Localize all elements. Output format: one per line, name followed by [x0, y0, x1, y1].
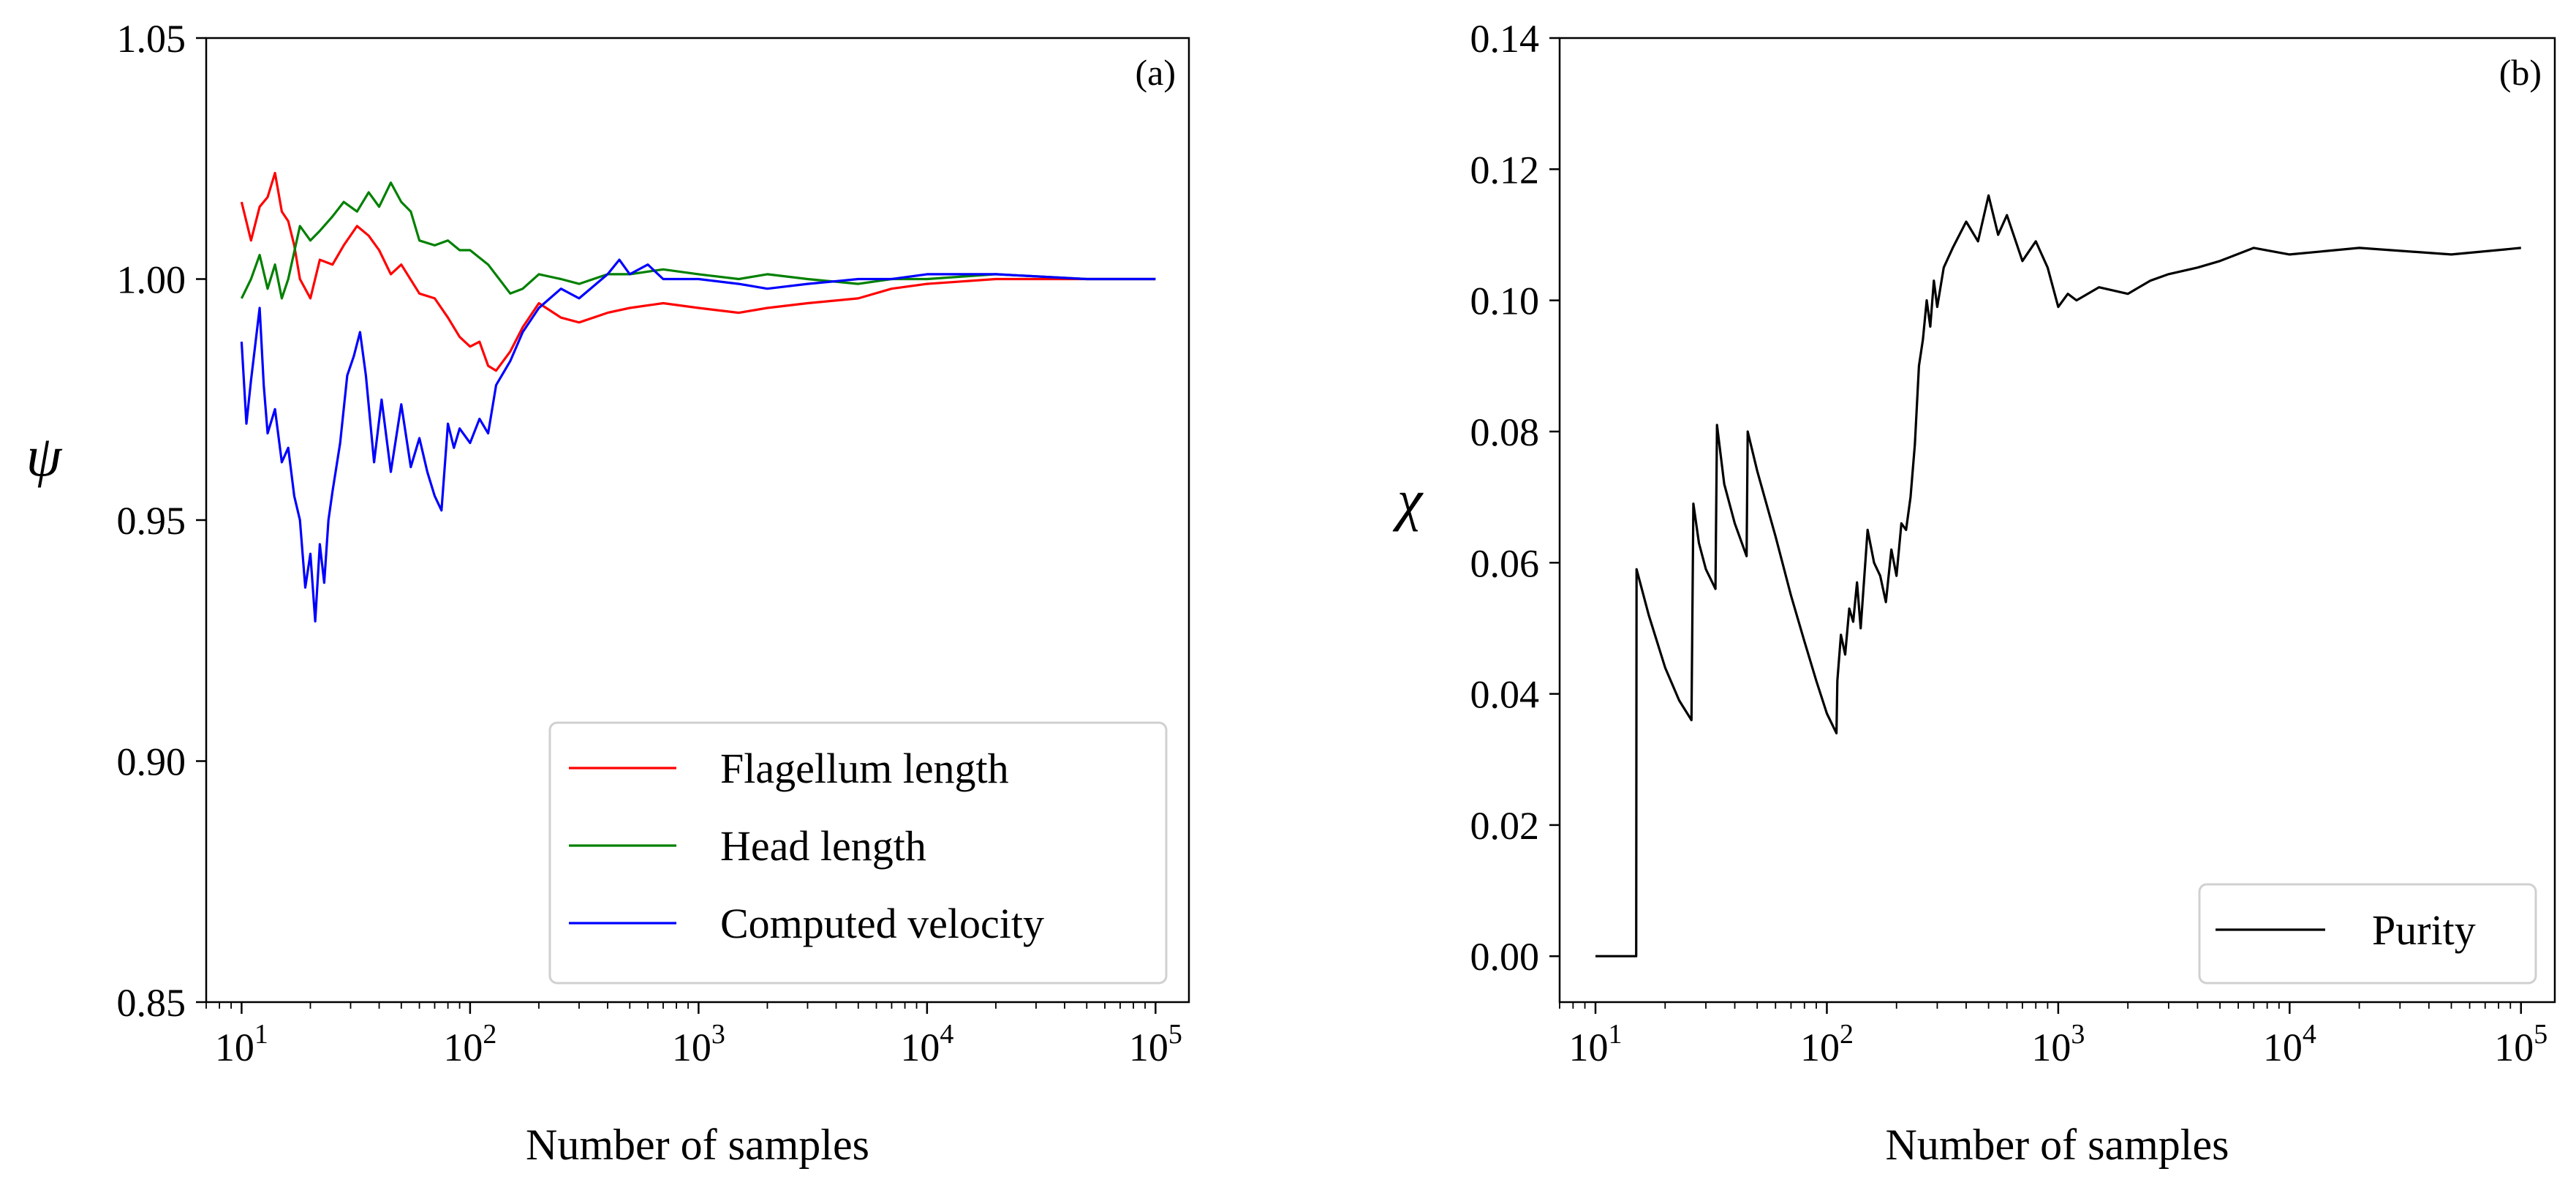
y-tick-label: 0.00: [1470, 935, 1540, 979]
y-tick-label: 0.02: [1470, 804, 1540, 848]
y-tick-label: 1.05: [117, 17, 186, 61]
x-tick-label: 102: [1800, 1019, 1854, 1069]
legend-box: [2198, 883, 2537, 985]
x-tick-label: 104: [2263, 1019, 2316, 1069]
panel-a: 0.85 0.90 0.95 1.00 1.05 101 102 103 104 105 Numbe…: [26, 17, 1190, 1169]
series-line-purity: [1595, 194, 2521, 957]
x-tick-label: 104: [900, 1019, 953, 1069]
series-line-flagellum-length: [240, 171, 1156, 372]
x-tick-label: 103: [2031, 1019, 2085, 1069]
x-axis-label: Number of samples: [1886, 1121, 2229, 1169]
y-tick-label: 0.85: [117, 981, 186, 1025]
x-axis-label: Number of samples: [526, 1121, 869, 1169]
x-tick-label: 101: [215, 1019, 268, 1069]
panel-label: (b): [2499, 52, 2542, 93]
legend-box: [548, 721, 1168, 985]
y-tick-label: 1.00: [117, 258, 186, 302]
y-tick-label: 0.90: [117, 740, 186, 784]
legend-label: Head length: [720, 822, 926, 870]
y-tick-label: 0.14: [1470, 17, 1540, 61]
x-tick-label: 103: [672, 1019, 725, 1069]
y-tick-label: 0.10: [1470, 279, 1540, 323]
y-axis-label: ψ: [26, 424, 63, 488]
y-tick-label: 0.06: [1470, 541, 1540, 585]
y-tick-label: 0.95: [117, 499, 186, 543]
y-axis-label: χ: [1392, 468, 1424, 532]
legend-label: Flagellum length: [720, 745, 1009, 792]
y-tick-label: 0.08: [1470, 410, 1540, 454]
panel-label: (a): [1136, 52, 1176, 93]
legend-label: Purity: [2372, 906, 2476, 954]
series-line-head-length: [240, 181, 1156, 300]
y-tick-label: 0.12: [1470, 148, 1540, 192]
panel-b: 0.00 0.02 0.04 0.06 0.08 0.10 0.12 0.14 101 102 10…: [1392, 17, 2556, 1169]
legend-label: Computed velocity: [720, 900, 1044, 947]
y-tick-label: 0.04: [1470, 673, 1540, 717]
x-tick-label: 101: [1569, 1019, 1623, 1069]
x-tick-label: 102: [443, 1019, 496, 1069]
series-line-computed-velocity: [240, 258, 1156, 623]
x-tick-label: 105: [1129, 1019, 1182, 1069]
plot-frame: [1558, 37, 2556, 1004]
x-tick-label: 105: [2494, 1019, 2547, 1069]
